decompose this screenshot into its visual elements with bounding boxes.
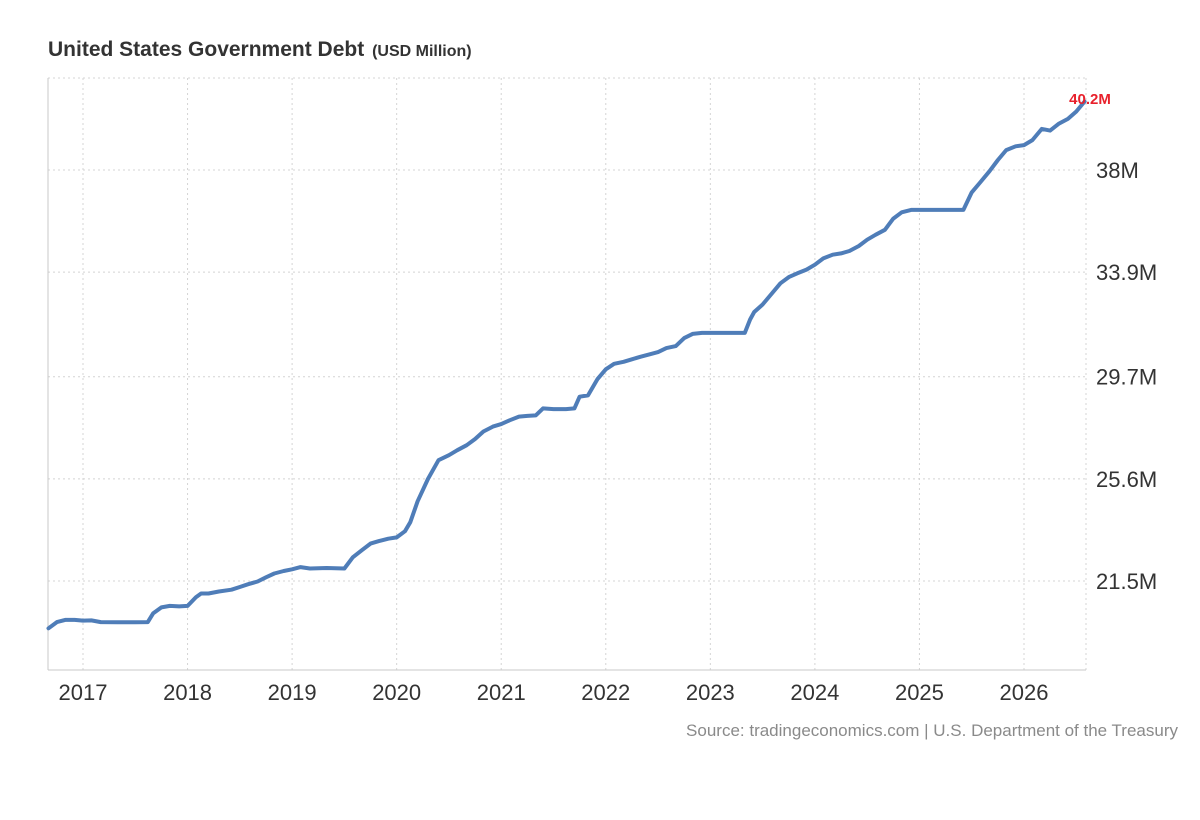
y-tick-label: 21.5M (1096, 569, 1157, 594)
chart-unit: (USD Million) (372, 43, 472, 60)
x-tick-label: 2023 (686, 680, 735, 705)
y-tick-label: 38M (1096, 158, 1139, 183)
x-tick-label: 2022 (581, 680, 630, 705)
x-tick-label: 2017 (59, 680, 108, 705)
x-tick-label: 2018 (163, 680, 212, 705)
chart-title-text: United States Government Debt (48, 38, 365, 61)
x-tick-label: 2026 (1000, 680, 1049, 705)
y-tick-label: 25.6M (1096, 467, 1157, 492)
x-tick-label: 2024 (790, 680, 839, 705)
chart-title: United States Government Debt (USD Milli… (48, 38, 472, 62)
y-tick-label: 29.7M (1096, 365, 1157, 390)
debt-series-line (46, 99, 1087, 631)
x-tick-label: 2025 (895, 680, 944, 705)
last-value-label: 40.2M (1069, 91, 1111, 108)
x-tick-label: 2021 (477, 680, 526, 705)
x-tick-label: 2019 (268, 680, 317, 705)
x-tick-label: 2020 (372, 680, 421, 705)
source-note: Source: tradingeconomics.com | U.S. Depa… (686, 721, 1178, 740)
y-tick-label: 33.9M (1096, 260, 1157, 285)
